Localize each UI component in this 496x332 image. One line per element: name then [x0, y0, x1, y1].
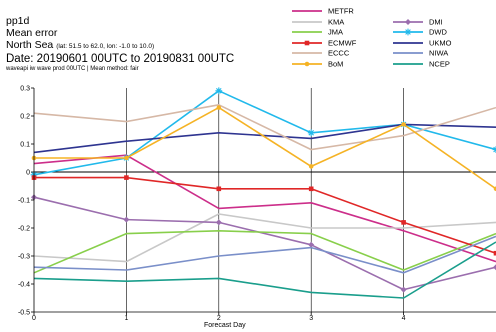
data-point-ecmwf	[216, 186, 222, 192]
chart-header: pp1d Mean error North Sea (lat: 51.5 to …	[6, 15, 306, 73]
legend-entry-jma: JMA	[292, 28, 343, 37]
data-point-bom	[124, 155, 129, 161]
series-dwd	[30, 87, 496, 179]
data-point-bom	[308, 164, 314, 169]
legend-label: JMA	[328, 28, 343, 37]
y-tick-label: -0.1	[18, 198, 30, 205]
legend-label: BoM	[328, 60, 343, 69]
legend-label: NCEP	[429, 60, 450, 69]
legend-marker	[404, 28, 412, 36]
series-ukmo	[33, 123, 496, 154]
y-tick-label: -0.3	[18, 254, 30, 261]
x-tick-label: 0	[32, 315, 36, 322]
legend-label: KMA	[328, 18, 344, 27]
legend-entry-eccc: ECCC	[292, 49, 350, 58]
legend-label: DWD	[429, 28, 447, 37]
legend-label: UKMO	[429, 39, 452, 48]
series-line-jma	[33, 230, 496, 274]
legend-entry-ukmo: UKMO	[393, 39, 452, 48]
y-tick-label: 0.2	[20, 114, 30, 121]
legend-entry-metfr: METFR	[292, 7, 354, 16]
method-note: waveapi iw wave prod 00UTC | Mean method…	[6, 66, 139, 72]
series-line-metfr	[33, 154, 496, 263]
y-axis-ticks: 0.3 0.2 0.1 0 -0.1 -0.2 -0.3 -0.4 -0.5	[18, 86, 34, 317]
legend-label: ECCC	[328, 49, 350, 58]
legend-label: ECMWF	[328, 39, 357, 48]
series-line-dmi	[33, 196, 496, 291]
data-point-ecmwf	[401, 220, 406, 225]
series-niwa	[33, 235, 496, 274]
data-point-dmi	[308, 241, 315, 248]
series-dmi	[31, 194, 496, 293]
series-line-dwd	[33, 90, 496, 176]
data-point-bom	[216, 105, 222, 110]
legend-label: DMI	[429, 18, 443, 27]
series-ncep	[33, 241, 496, 299]
series-line-eccc	[33, 104, 496, 151]
series-line-ukmo	[33, 123, 496, 154]
y-tick-label: -0.2	[18, 226, 30, 233]
vertical-gridlines	[126, 88, 404, 312]
legend-label: METFR	[328, 7, 354, 16]
legend: METFR KMA DMI JMA DWD ECMWF UKMO ECCC NIWA BoM NCE…	[282, 4, 494, 76]
x-axis-title: Forecast Day	[204, 322, 246, 329]
y-tick-label: -0.4	[18, 282, 30, 289]
series-bom	[31, 105, 496, 192]
y-tick-label: 0	[26, 170, 30, 177]
x-tick-label: 2	[217, 315, 221, 322]
legend-label: NIWA	[429, 49, 448, 58]
data-point-dwd	[492, 146, 496, 153]
data-point-dmi	[493, 264, 496, 271]
product-name: pp1d	[6, 15, 30, 27]
legend-entry-kma: KMA	[292, 18, 344, 27]
legend-marker	[304, 40, 310, 46]
y-tick-label: 0.1	[20, 142, 30, 149]
series-eccc	[33, 104, 496, 151]
data-point-dwd	[215, 87, 223, 95]
x-tick-label: 1	[124, 315, 128, 322]
data-point-bom	[401, 122, 406, 127]
series-line-bom	[34, 106, 496, 190]
series-line-ecmwf	[34, 176, 496, 254]
x-tick-label: 3	[309, 315, 313, 322]
series-metfr	[33, 154, 496, 263]
legend-marker	[405, 19, 411, 25]
data-point-dwd	[307, 129, 315, 137]
legend-entry-ecmwf: ECMWF	[292, 39, 357, 48]
data-point-bom	[493, 186, 496, 192]
data-point-dmi	[123, 216, 130, 223]
y-tick-label: 0.3	[20, 86, 30, 93]
plot-axes	[33, 88, 496, 313]
legend-marker	[304, 61, 310, 67]
date-range: Date: 20190601 00UTC to 20190831 00UTC	[6, 53, 235, 65]
legend-entry-bom: BoM	[292, 60, 343, 69]
legend-entry-niwa: NIWA	[393, 49, 448, 58]
x-axis-ticks: 0 1 2 3 4	[32, 312, 406, 322]
data-point-ecmwf	[124, 175, 129, 180]
series-lines	[30, 87, 496, 299]
series-line-niwa	[33, 235, 496, 274]
y-tick-label: -0.5	[18, 310, 30, 317]
legend-entry-dwd: DWD	[393, 28, 447, 37]
data-point-ecmwf	[308, 186, 314, 192]
region-name: North Sea	[6, 39, 54, 51]
legend-background	[282, 4, 494, 76]
data-point-dmi	[400, 286, 407, 293]
data-point-ecmwf	[493, 250, 496, 256]
series-jma	[33, 230, 496, 274]
data-point-dmi	[215, 219, 222, 226]
region-line: North Sea (lat: 51.5 to 62.0, lon: -1.0 …	[6, 39, 306, 53]
series-line-ncep	[33, 241, 496, 299]
legend-entry-ncep: NCEP	[393, 60, 450, 69]
region-coords: (lat: 51.5 to 62.0, lon: -1.0 to 10.0)	[56, 43, 155, 50]
x-tick-label: 4	[402, 315, 406, 322]
legend-entry-dmi: DMI	[393, 18, 443, 27]
metric-name: Mean error	[6, 27, 58, 39]
